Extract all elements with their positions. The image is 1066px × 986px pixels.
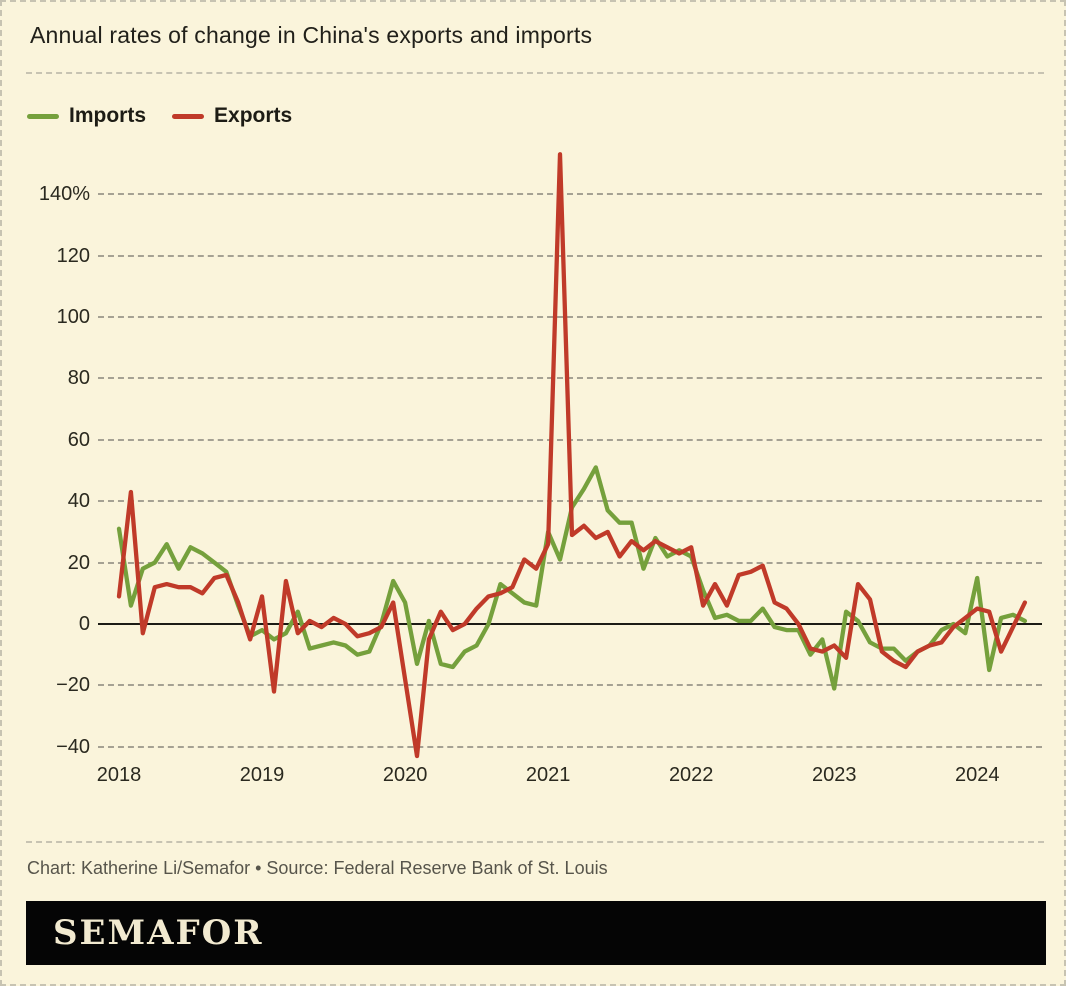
semafor-logo-bar: SEMAFOR <box>26 901 1046 965</box>
gridline <box>98 377 1042 380</box>
y-axis-label: −20 <box>56 674 90 697</box>
exports-line-swatch <box>172 113 205 119</box>
footer-divider <box>26 841 1044 843</box>
legend-label-exports: Exports <box>214 104 293 127</box>
y-axis-label: 0 <box>78 613 90 635</box>
gridline <box>98 254 1042 257</box>
legend-label-imports: Imports <box>69 104 147 127</box>
gridline <box>98 684 1042 687</box>
x-axis-label: 2023 <box>812 764 857 786</box>
y-axis-label: 100 <box>56 306 90 328</box>
imports-line-swatch <box>27 113 59 119</box>
gridline <box>98 438 1042 441</box>
x-axis-label: 2021 <box>525 764 571 786</box>
chart-credit: Chart: Katherine Li/Semafor • Source: Fe… <box>27 858 608 878</box>
legend: Imports Exports <box>27 104 292 128</box>
x-axis-label: 2019 <box>239 764 285 786</box>
semafor-logo: SEMAFOR <box>53 913 264 953</box>
gridline <box>98 193 1042 196</box>
y-axis-label: 20 <box>67 551 90 574</box>
y-axis-label: 60 <box>67 428 90 451</box>
chart-title: Annual rates of change in China's export… <box>30 22 593 48</box>
y-axis-label: 120 <box>56 244 90 267</box>
zero-axis-line <box>98 623 1042 625</box>
y-axis-label: −40 <box>56 735 90 758</box>
gridline <box>98 745 1042 748</box>
y-axis-label: 40 <box>67 490 90 513</box>
gridline <box>98 500 1042 503</box>
y-axis-label: 80 <box>67 367 90 390</box>
x-axis-label: 2022 <box>668 764 714 786</box>
gridline <box>98 316 1042 318</box>
x-axis-label: 2024 <box>955 764 1000 786</box>
legend-item-exports: Exports <box>172 104 292 128</box>
top-divider <box>26 72 1044 74</box>
legend-item-imports: Imports <box>27 104 146 128</box>
x-axis-label: 2018 <box>96 764 142 786</box>
gridline <box>98 561 1042 564</box>
x-axis-label: 2020 <box>382 764 428 786</box>
y-axis-label: 140% <box>38 183 90 206</box>
